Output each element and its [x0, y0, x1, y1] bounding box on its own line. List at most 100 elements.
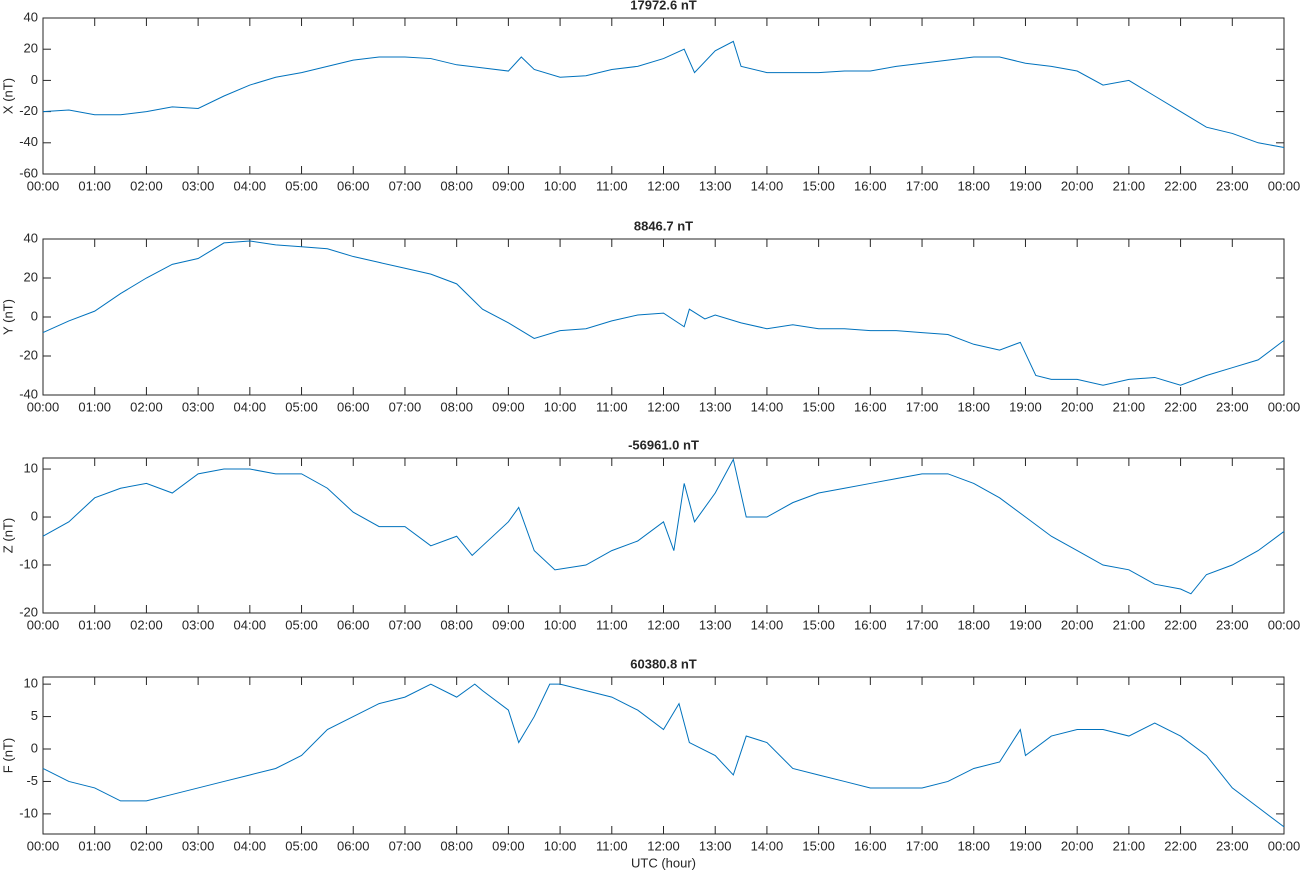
- x-tick-label: 04:00: [234, 838, 267, 853]
- y-axis-label: F (nT): [0, 738, 15, 773]
- x-tick-label: 17:00: [906, 399, 939, 414]
- x-tick-label: 00:00: [1268, 838, 1301, 853]
- x-tick-label: 20:00: [1061, 838, 1094, 853]
- x-tick-label: 13:00: [699, 838, 732, 853]
- x-tick-label: 18:00: [957, 399, 990, 414]
- y-tick-label: 5: [31, 708, 38, 723]
- x-tick-label: 06:00: [337, 399, 370, 414]
- y-tick-label: 10: [24, 460, 38, 475]
- x-tick-label: 05:00: [285, 178, 318, 193]
- x-tick-label: 10:00: [544, 617, 577, 632]
- x-tick-label: 12:00: [647, 178, 680, 193]
- x-tick-label: 19:00: [1009, 617, 1042, 632]
- x-tick-label: 23:00: [1216, 399, 1249, 414]
- x-tick-label: 01:00: [78, 399, 111, 414]
- plot-area: [42, 17, 1285, 175]
- x-tick-label: 14:00: [751, 178, 784, 193]
- chart-title: 17972.6 nT: [630, 0, 697, 12]
- plot-area: [42, 457, 1285, 614]
- x-tick-label: 06:00: [337, 617, 370, 632]
- x-tick-label: 22:00: [1164, 838, 1197, 853]
- x-tick-label: 00:00: [27, 838, 60, 853]
- y-tick-label: -20: [19, 347, 38, 362]
- x-tick-label: 14:00: [751, 399, 784, 414]
- x-tick-label: 00:00: [1268, 178, 1301, 193]
- x-tick-label: 19:00: [1009, 178, 1042, 193]
- x-tick-label: 09:00: [492, 617, 525, 632]
- chart-title: -56961.0 nT: [628, 437, 699, 452]
- x-tick-label: 09:00: [492, 178, 525, 193]
- x-tick-label: 15:00: [802, 399, 835, 414]
- x-tick-label: 05:00: [285, 617, 318, 632]
- x-tick-label: 16:00: [854, 178, 887, 193]
- data-line: [42, 458, 1285, 595]
- x-tick-label: 00:00: [27, 399, 60, 414]
- x-tick-label: 18:00: [957, 178, 990, 193]
- x-tick-label: 12:00: [647, 838, 680, 853]
- x-tick-label: 21:00: [1113, 617, 1146, 632]
- y-tick-label: -20: [19, 604, 38, 619]
- x-tick-label: 00:00: [27, 178, 60, 193]
- x-tick-label: 03:00: [182, 178, 215, 193]
- y-tick-label: 40: [24, 9, 38, 24]
- y-tick-label: 10: [24, 676, 38, 691]
- x-tick-label: 10:00: [544, 838, 577, 853]
- x-tick-label: 08:00: [440, 617, 473, 632]
- y-tick-label: 0: [31, 740, 38, 755]
- x-tick-label: 01:00: [78, 617, 111, 632]
- x-tick-label: 06:00: [337, 838, 370, 853]
- x-tick-label: 22:00: [1164, 178, 1197, 193]
- y-tick-label: 0: [31, 308, 38, 323]
- x-tick-label: 07:00: [389, 838, 422, 853]
- chart-title: 60380.8 nT: [630, 656, 697, 671]
- x-tick-label: 17:00: [906, 617, 939, 632]
- x-tick-label: 00:00: [1268, 399, 1301, 414]
- x-tick-label: 19:00: [1009, 838, 1042, 853]
- x-tick-label: 05:00: [285, 399, 318, 414]
- x-axis-label: UTC (hour): [631, 855, 696, 870]
- x-tick-label: 08:00: [440, 178, 473, 193]
- y-axis-label: X (nT): [0, 78, 15, 114]
- data-line: [42, 683, 1285, 828]
- x-tick-label: 17:00: [906, 178, 939, 193]
- x-tick-label: 15:00: [802, 617, 835, 632]
- x-tick-label: 08:00: [440, 399, 473, 414]
- x-tick-label: 08:00: [440, 838, 473, 853]
- x-tick-label: 21:00: [1113, 838, 1146, 853]
- x-tick-label: 02:00: [130, 399, 163, 414]
- y-tick-label: -20: [19, 103, 38, 118]
- x-tick-label: 11:00: [596, 838, 628, 853]
- x-tick-label: 11:00: [596, 399, 628, 414]
- y-tick-label: 20: [24, 41, 38, 56]
- x-tick-label: 14:00: [751, 617, 784, 632]
- x-tick-label: 14:00: [751, 838, 784, 853]
- data-line: [42, 40, 1285, 148]
- x-tick-label: 02:00: [130, 617, 163, 632]
- x-tick-label: 15:00: [802, 838, 835, 853]
- x-tick-label: 03:00: [182, 617, 215, 632]
- y-tick-label: -60: [19, 165, 38, 180]
- x-tick-label: 13:00: [699, 178, 732, 193]
- x-tick-label: 03:00: [182, 838, 215, 853]
- x-tick-label: 15:00: [802, 178, 835, 193]
- plot-area: [42, 676, 1285, 835]
- x-tick-label: 23:00: [1216, 178, 1249, 193]
- x-tick-label: 11:00: [596, 617, 628, 632]
- x-tick-label: 13:00: [699, 399, 732, 414]
- x-tick-label: 04:00: [234, 399, 267, 414]
- x-tick-label: 20:00: [1061, 399, 1094, 414]
- x-tick-label: 21:00: [1113, 178, 1146, 193]
- x-tick-label: 23:00: [1216, 838, 1249, 853]
- x-tick-label: 20:00: [1061, 178, 1094, 193]
- x-tick-label: 09:00: [492, 838, 525, 853]
- x-tick-label: 11:00: [596, 178, 628, 193]
- x-tick-label: 17:00: [906, 838, 939, 853]
- y-tick-label: 0: [31, 508, 38, 523]
- x-tick-label: 02:00: [130, 838, 163, 853]
- x-tick-label: 18:00: [957, 838, 990, 853]
- x-tick-label: 07:00: [389, 617, 422, 632]
- x-tick-label: 04:00: [234, 178, 267, 193]
- y-tick-label: -40: [19, 134, 38, 149]
- x-tick-label: 16:00: [854, 838, 887, 853]
- y-tick-label: -40: [19, 386, 38, 401]
